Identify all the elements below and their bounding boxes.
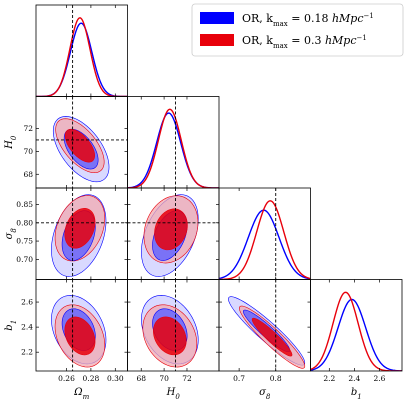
legend-box xyxy=(191,3,404,57)
x-tick-label-om: 0.28 xyxy=(83,374,100,383)
axis-label-s8: σ8 xyxy=(4,228,18,240)
panel-om-s8: 0.70 0.75 0.80 0.85 xyxy=(16,187,128,280)
y-tick-label-s8: 0.75 xyxy=(16,237,33,246)
y-tick-label-b1: 2.6 xyxy=(21,298,33,307)
contour-68-h0-s8-series-1 xyxy=(154,208,188,251)
x-tick-label-h0: 70 xyxy=(159,374,169,383)
y-tick-label-s8: 0.70 xyxy=(16,255,33,264)
panels: 68 70 72 0.70 0.75 0.80 0.85 0.26 0.28 0.30 2.2 2.4… xyxy=(4,4,403,401)
legend: OR, kmax = 0.18 hMpc−1 OR, kmax = 0.3 hMp… xyxy=(191,3,404,57)
x-tick-label-h0: 68 xyxy=(136,374,146,383)
marginal-curve-om-series-0 xyxy=(36,22,128,97)
y-tick-label-b1: 2.4 xyxy=(21,323,33,332)
axis-label-h0: H0 xyxy=(166,387,181,401)
legend-label-series-0: OR, kmax = 0.18 hMpc−1 xyxy=(242,12,374,28)
marginal-curve-h0-series-0 xyxy=(127,112,219,188)
panel-om xyxy=(35,4,128,97)
contour-68-h0-b1-series-1 xyxy=(153,316,187,356)
y-tick-label-s8: 0.85 xyxy=(16,200,33,209)
panel-om-b1: 0.26 0.28 0.30 2.2 2.4 2.6 xyxy=(21,279,128,383)
panel-h0-s8 xyxy=(127,187,220,280)
panel-om-h0: 68 70 72 xyxy=(23,96,128,189)
legend-swatch-series-0 xyxy=(200,12,234,24)
x-tick-label-b1: 2.4 xyxy=(348,374,360,383)
panel-h0-b1: 68 70 72 xyxy=(127,279,220,383)
axis-label-b1: b1 xyxy=(351,387,362,401)
axis-label-h0: H0 xyxy=(4,135,18,150)
contour-68-s8-b1-series-1 xyxy=(251,317,293,357)
x-tick-label-s8: 0.7 xyxy=(233,374,245,383)
x-tick-label-h0: 72 xyxy=(182,374,192,383)
x-tick-label-om: 0.26 xyxy=(58,374,75,383)
marginal-curve-om-series-1 xyxy=(36,17,128,97)
marginal-curve-s8-series-0 xyxy=(219,209,311,280)
y-tick-label-b1: 2.2 xyxy=(21,348,33,357)
panel-frame xyxy=(127,96,220,189)
y-tick-label-h0: 68 xyxy=(23,170,33,179)
panel-frame xyxy=(310,279,403,372)
panel-s8-b1: 0.7 0.8 xyxy=(218,279,311,383)
axis-label-s8: σ8 xyxy=(259,387,271,401)
x-tick-label-om: 0.30 xyxy=(107,374,124,383)
legend-label-series-1: OR, kmax = 0.3 hMpc−1 xyxy=(242,34,367,50)
x-tick-label-b1: 2.6 xyxy=(373,374,385,383)
axis-label-om: Ωm xyxy=(73,387,89,401)
marginal-curve-s8-series-1 xyxy=(219,200,311,280)
marginal-curve-b1-series-0 xyxy=(310,298,402,371)
panel-b1: 2.2 2.4 2.6 xyxy=(310,279,403,383)
x-tick-label-s8: 0.8 xyxy=(270,374,282,383)
y-tick-label-s8: 0.80 xyxy=(16,218,33,227)
y-tick-label-h0: 72 xyxy=(23,124,33,133)
y-tick-label-h0: 70 xyxy=(23,147,33,156)
marginal-curve-h0-series-1 xyxy=(127,108,219,188)
axis-label-b1: b1 xyxy=(4,320,18,331)
panel-frame xyxy=(218,187,311,280)
panel-s8 xyxy=(218,187,311,280)
legend-swatch-series-1 xyxy=(200,34,234,46)
panel-h0 xyxy=(127,96,220,189)
x-tick-label-b1: 2.2 xyxy=(323,374,335,383)
